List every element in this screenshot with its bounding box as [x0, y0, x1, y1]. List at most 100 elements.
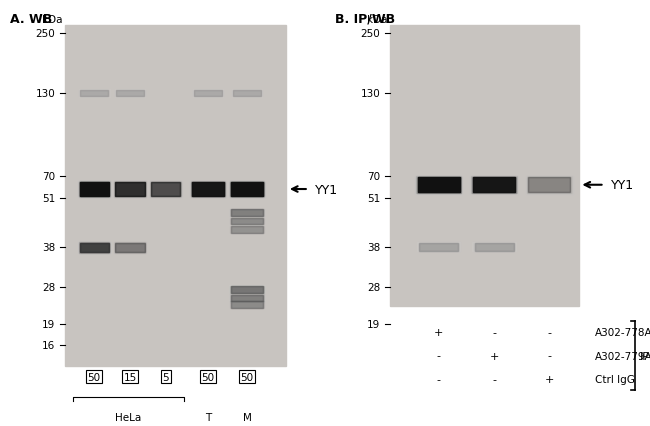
Bar — [231, 295, 263, 302]
Text: -: - — [492, 374, 496, 384]
Bar — [229, 226, 265, 234]
Bar — [474, 243, 514, 251]
Bar — [79, 183, 109, 196]
Text: +: + — [489, 351, 499, 361]
Text: Ctrl IgG: Ctrl IgG — [595, 374, 634, 384]
Bar — [230, 295, 264, 302]
Bar — [79, 243, 109, 253]
Bar — [78, 242, 111, 253]
Bar — [417, 242, 460, 252]
Bar — [79, 90, 110, 98]
Bar — [233, 91, 261, 97]
Bar — [194, 91, 222, 97]
Bar — [528, 178, 571, 193]
Text: 15: 15 — [124, 372, 136, 382]
Bar — [415, 176, 462, 194]
Bar — [474, 243, 514, 251]
Bar — [230, 227, 264, 233]
Bar — [79, 182, 110, 197]
Bar — [526, 176, 573, 194]
Bar — [229, 294, 265, 302]
Bar — [231, 286, 263, 293]
Text: -: - — [547, 327, 551, 337]
Bar — [231, 302, 263, 308]
Bar — [150, 182, 181, 197]
Bar — [229, 209, 265, 217]
Bar — [231, 227, 263, 233]
Bar — [65, 26, 286, 366]
Bar — [116, 91, 144, 97]
Bar — [229, 182, 265, 197]
Bar — [114, 242, 146, 253]
Text: 51: 51 — [42, 193, 55, 203]
Bar — [419, 243, 458, 251]
Bar — [231, 183, 263, 196]
Bar — [116, 90, 144, 97]
Text: -: - — [437, 351, 441, 361]
Bar — [192, 183, 224, 196]
Bar — [79, 243, 109, 253]
Text: A. WB: A. WB — [10, 13, 52, 26]
Bar — [116, 243, 145, 253]
Text: YY1: YY1 — [315, 183, 339, 196]
Bar — [230, 301, 264, 308]
Bar — [231, 210, 263, 216]
Text: B. IP/WB: B. IP/WB — [335, 13, 395, 26]
Bar — [416, 177, 462, 194]
Bar — [231, 90, 263, 98]
Text: -: - — [437, 374, 441, 384]
Bar — [194, 90, 222, 97]
Bar — [80, 90, 109, 97]
Bar — [231, 210, 263, 216]
Text: 250: 250 — [36, 29, 55, 39]
Bar — [390, 26, 578, 307]
Bar — [116, 183, 145, 196]
Bar — [115, 182, 145, 197]
Bar — [79, 183, 109, 196]
Bar — [79, 90, 109, 97]
Bar — [229, 226, 265, 234]
Text: 70: 70 — [42, 172, 55, 182]
Bar — [473, 242, 515, 252]
Bar — [192, 183, 224, 196]
Text: 38: 38 — [367, 242, 380, 252]
Text: 16: 16 — [42, 340, 55, 350]
Bar — [190, 181, 226, 198]
Bar — [116, 91, 144, 97]
Text: 50: 50 — [240, 372, 254, 382]
Text: 38: 38 — [42, 242, 55, 252]
Bar — [230, 286, 264, 293]
Bar — [79, 182, 109, 197]
Text: 50: 50 — [88, 372, 101, 382]
Text: 28: 28 — [42, 282, 55, 293]
Text: -: - — [492, 327, 496, 337]
Text: 70: 70 — [367, 172, 380, 182]
Text: 50: 50 — [202, 372, 214, 382]
Text: kDa: kDa — [42, 15, 63, 25]
Text: 51: 51 — [367, 193, 380, 203]
Bar — [230, 182, 264, 197]
Text: 130: 130 — [36, 89, 55, 99]
Bar — [151, 183, 181, 196]
Text: +: + — [434, 327, 443, 337]
Text: -: - — [547, 351, 551, 361]
Bar — [230, 210, 264, 216]
Bar — [194, 91, 222, 97]
Bar — [151, 182, 181, 197]
Bar — [419, 243, 458, 251]
Bar — [418, 243, 460, 251]
Bar — [229, 286, 265, 294]
Bar — [115, 243, 145, 253]
Text: 19: 19 — [42, 319, 55, 329]
Bar — [229, 301, 265, 308]
Bar — [230, 218, 264, 225]
Bar — [417, 177, 461, 193]
Bar — [473, 243, 515, 251]
Bar — [81, 91, 108, 97]
Bar — [417, 178, 460, 193]
Bar — [472, 177, 516, 193]
Text: +: + — [545, 374, 554, 384]
Bar — [81, 91, 108, 97]
Bar — [528, 178, 571, 193]
Text: A302-778A: A302-778A — [595, 327, 650, 337]
